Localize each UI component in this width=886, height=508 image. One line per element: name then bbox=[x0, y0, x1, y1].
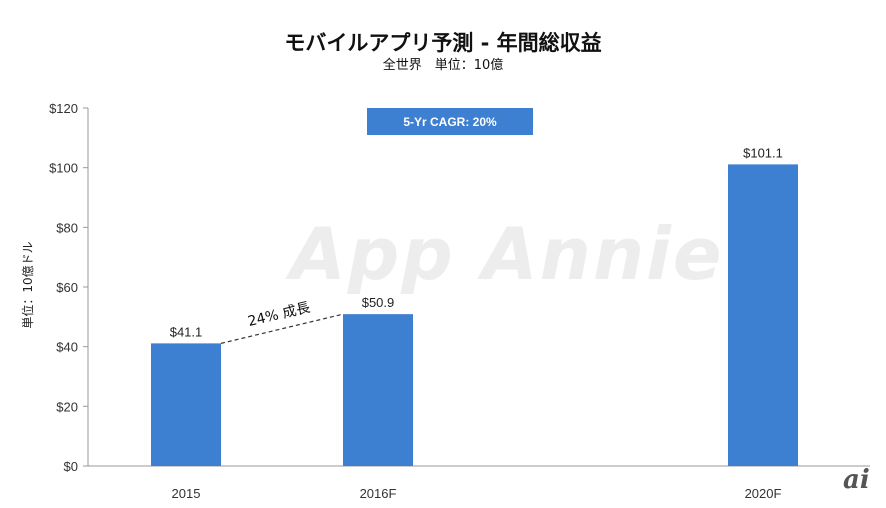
y-axis-ticks: $0 $20 $40 $60 $80 $100 $120 bbox=[49, 101, 88, 474]
y-tick-label: $80 bbox=[56, 220, 78, 235]
data-labels: $41.1 $50.9 $101.1 bbox=[170, 145, 783, 339]
x-tick-label: 2015 bbox=[172, 486, 201, 501]
x-tick-label: 2020F bbox=[745, 486, 782, 501]
data-label: $41.1 bbox=[170, 324, 203, 339]
y-tick-label: $60 bbox=[56, 280, 78, 295]
chart-subtitle: 全世界 単位：10億 bbox=[382, 58, 504, 73]
growth-label: 24% 成長 bbox=[246, 300, 312, 330]
x-tick-label: 2016F bbox=[360, 486, 397, 501]
y-tick-label: $120 bbox=[49, 101, 78, 116]
y-tick-label: $0 bbox=[64, 459, 78, 474]
y-tick-label: $40 bbox=[56, 340, 78, 355]
bar-2016F bbox=[343, 314, 413, 466]
growth-annotation: 24% 成長 bbox=[220, 300, 344, 344]
bar-2020F bbox=[728, 164, 798, 466]
bar-2015 bbox=[151, 343, 221, 466]
cagr-badge: 5-Yr CAGR: 20% bbox=[367, 108, 533, 135]
y-axis-label: 単位：10億ドル bbox=[20, 241, 35, 328]
y-tick-label: $20 bbox=[56, 399, 78, 414]
y-tick-label: $100 bbox=[49, 161, 78, 176]
site-logo: ai bbox=[843, 465, 870, 495]
data-label: $101.1 bbox=[743, 145, 783, 160]
x-axis-labels: 2015 2016F 2020F bbox=[172, 486, 782, 501]
chart-title: モバイルアプリ予測 - 年間総収益 bbox=[284, 31, 602, 55]
data-label: $50.9 bbox=[362, 295, 395, 310]
chart-bars bbox=[151, 164, 798, 466]
